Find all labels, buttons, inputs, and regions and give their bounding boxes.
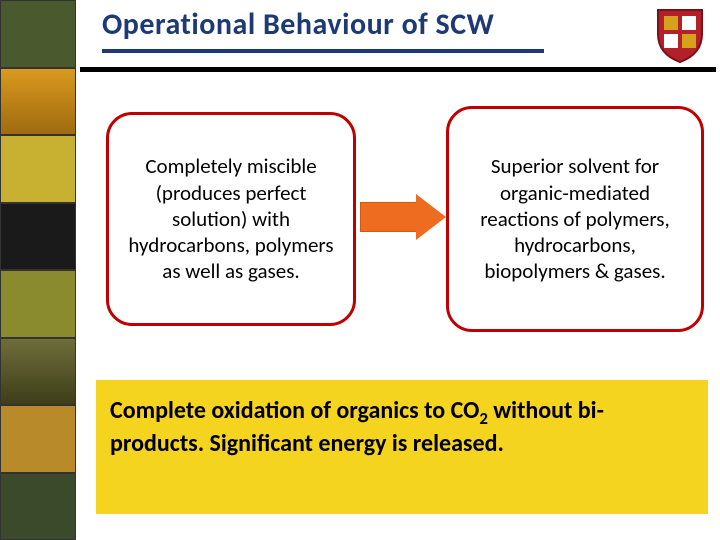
arrow-right-icon xyxy=(360,194,446,240)
sidebar-tile xyxy=(0,0,76,68)
footnote-sub: 2 xyxy=(479,408,488,429)
title-underline-short xyxy=(102,49,544,53)
sidebar-tile xyxy=(0,270,76,338)
footnote-oxidation: Complete oxidation of organics to CO2 wi… xyxy=(96,380,708,514)
title-underline-long xyxy=(80,67,716,72)
sidebar-tile xyxy=(0,473,76,540)
bubble-solvent: Superior solvent for organic-mediated re… xyxy=(446,106,704,332)
bubble-miscible-text: Completely miscible (produces perfect so… xyxy=(127,153,335,284)
bubble-miscible: Completely miscible (produces perfect so… xyxy=(106,112,356,326)
sidebar-tile xyxy=(0,203,76,271)
footnote-pre: Complete oxidation of organics to CO xyxy=(110,396,479,425)
sidebar-tile xyxy=(0,68,76,136)
sidebar-tile xyxy=(0,405,76,473)
title-block: Operational Behaviour of SCW xyxy=(102,6,622,53)
university-crest-icon xyxy=(650,4,710,64)
sidebar-image-strip xyxy=(0,0,76,540)
sidebar-tile xyxy=(0,338,76,406)
page-title: Operational Behaviour of SCW xyxy=(102,6,622,43)
sidebar-tile xyxy=(0,135,76,203)
bubble-solvent-text: Superior solvent for organic-mediated re… xyxy=(467,153,683,284)
